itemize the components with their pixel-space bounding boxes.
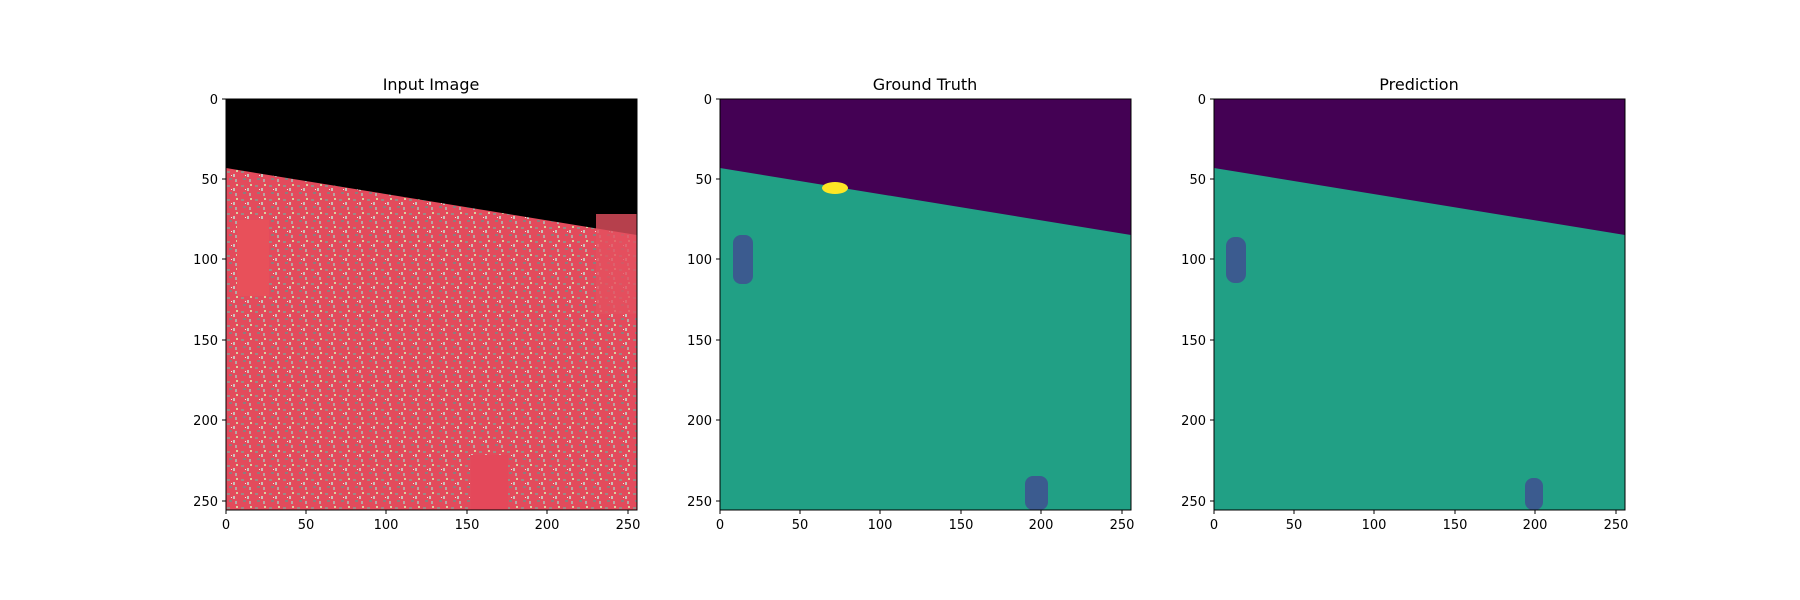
panel-ground-truth: Ground Truth 0 50 100 150 200 250 0 50 1… xyxy=(687,75,1134,533)
y-tick: 200 xyxy=(1181,414,1214,429)
y-tick: 50 xyxy=(201,173,226,188)
y-tick: 50 xyxy=(1189,173,1214,188)
y-tick: 250 xyxy=(193,495,226,510)
y-axis: 0 50 100 150 200 250 xyxy=(1181,93,1214,510)
y-tick-label: 150 xyxy=(1181,334,1206,349)
x-axis: 0 50 100 150 200 250 xyxy=(1210,510,1629,533)
blob-class-patch xyxy=(1226,237,1246,283)
x-tick: 100 xyxy=(374,510,399,533)
y-tick-label: 200 xyxy=(687,414,712,429)
blob-class-patch xyxy=(733,235,753,284)
y-tick-label: 100 xyxy=(193,253,218,268)
y-tick-label: 100 xyxy=(687,253,712,268)
axes-frame xyxy=(225,98,638,511)
y-tick-label: 0 xyxy=(210,93,218,108)
nodata-region xyxy=(226,99,637,235)
y-tick: 150 xyxy=(193,334,226,349)
x-tick: 250 xyxy=(1110,510,1135,533)
panel-prediction: Prediction 0 50 100 150 200 250 0 50 100… xyxy=(1181,75,1628,533)
y-tick-label: 250 xyxy=(193,495,218,510)
field-patch xyxy=(471,455,508,510)
x-tick-label: 0 xyxy=(716,518,724,533)
x-tick: 100 xyxy=(1362,510,1387,533)
y-tick: 0 xyxy=(704,93,720,108)
x-tick-label: 100 xyxy=(868,518,893,533)
x-tick-label: 250 xyxy=(1604,518,1629,533)
x-axis: 0 50 100 150 200 250 xyxy=(222,510,641,533)
x-tick-label: 100 xyxy=(374,518,399,533)
x-tick-label: 0 xyxy=(1210,518,1218,533)
field-patch xyxy=(237,220,269,296)
y-tick-label: 200 xyxy=(193,414,218,429)
x-tick-label: 150 xyxy=(949,518,974,533)
y-tick: 200 xyxy=(193,414,226,429)
y-tick-label: 150 xyxy=(193,334,218,349)
blob-class-patch xyxy=(1525,478,1543,510)
x-tick: 150 xyxy=(1443,510,1468,533)
axes-frame xyxy=(719,98,1132,511)
axes-frame xyxy=(1213,98,1626,511)
x-tick-label: 150 xyxy=(455,518,480,533)
y-tick-label: 250 xyxy=(1181,495,1206,510)
x-tick-label: 250 xyxy=(1110,518,1135,533)
x-tick: 0 xyxy=(222,510,230,533)
x-tick-label: 200 xyxy=(535,518,560,533)
x-tick-label: 200 xyxy=(1523,518,1548,533)
x-tick: 50 xyxy=(298,510,315,533)
x-tick-label: 50 xyxy=(1286,518,1303,533)
x-tick: 0 xyxy=(716,510,724,533)
y-tick: 0 xyxy=(210,93,226,108)
x-tick: 250 xyxy=(1604,510,1629,533)
y-tick-label: 0 xyxy=(704,93,712,108)
y-tick-label: 50 xyxy=(695,173,712,188)
background-class-region xyxy=(720,99,1131,235)
x-tick-label: 0 xyxy=(222,518,230,533)
x-tick-label: 200 xyxy=(1029,518,1054,533)
y-tick: 100 xyxy=(687,253,720,268)
y-axis: 0 50 100 150 200 250 xyxy=(687,93,720,510)
x-tick-label: 150 xyxy=(1443,518,1468,533)
y-tick-label: 150 xyxy=(687,334,712,349)
y-tick: 50 xyxy=(695,173,720,188)
y-tick: 150 xyxy=(1181,334,1214,349)
x-tick: 200 xyxy=(535,510,560,533)
y-tick-label: 50 xyxy=(201,173,218,188)
x-tick-label: 50 xyxy=(792,518,809,533)
y-tick-label: 0 xyxy=(1198,93,1206,108)
y-tick: 0 xyxy=(1198,93,1214,108)
y-tick-label: 200 xyxy=(1181,414,1206,429)
x-tick: 0 xyxy=(1210,510,1218,533)
y-tick: 100 xyxy=(193,253,226,268)
y-tick-label: 50 xyxy=(1189,173,1206,188)
panel-title: Prediction xyxy=(1379,75,1458,94)
y-tick-label: 250 xyxy=(687,495,712,510)
y-tick: 100 xyxy=(1181,253,1214,268)
y-tick-label: 100 xyxy=(1181,253,1206,268)
background-class-region xyxy=(1214,99,1625,235)
x-tick: 50 xyxy=(1286,510,1303,533)
x-tick-label: 100 xyxy=(1362,518,1387,533)
y-tick: 150 xyxy=(687,334,720,349)
y-tick: 200 xyxy=(687,414,720,429)
x-tick: 200 xyxy=(1029,510,1054,533)
x-tick: 250 xyxy=(616,510,641,533)
y-axis: 0 50 100 150 200 250 xyxy=(193,93,226,510)
x-tick: 150 xyxy=(455,510,480,533)
x-tick: 50 xyxy=(792,510,809,533)
x-tick: 200 xyxy=(1523,510,1548,533)
x-axis: 0 50 100 150 200 250 xyxy=(716,510,1135,533)
field-patch xyxy=(596,214,637,314)
x-tick: 100 xyxy=(868,510,893,533)
x-tick-label: 250 xyxy=(616,518,641,533)
x-tick: 150 xyxy=(949,510,974,533)
x-tick-label: 50 xyxy=(298,518,315,533)
blob-class-patch xyxy=(1025,476,1048,510)
y-tick: 250 xyxy=(687,495,720,510)
panel-title: Input Image xyxy=(383,75,480,94)
minor-class-patch xyxy=(822,182,848,194)
y-tick: 250 xyxy=(1181,495,1214,510)
panel-input-image: Input Image 0 50 100 150 200 250 0 50 10… xyxy=(193,75,640,533)
panel-title: Ground Truth xyxy=(873,75,978,94)
